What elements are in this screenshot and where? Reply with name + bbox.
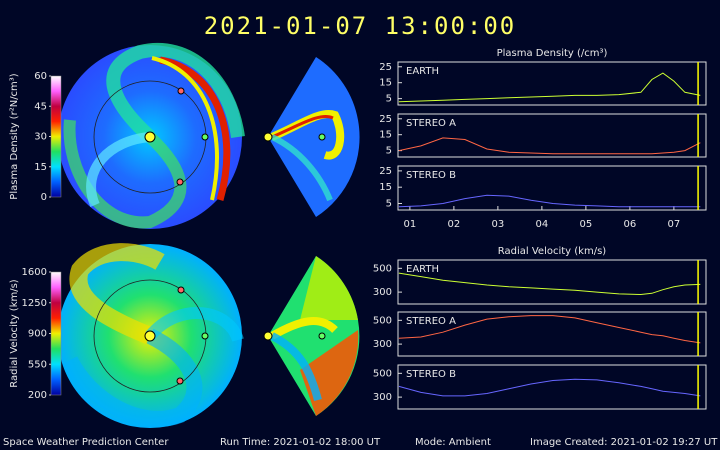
- x-tick-label: 01: [404, 219, 417, 230]
- colorbar-tick-label: 550: [28, 359, 47, 370]
- colorbar-tick-label: 0: [41, 192, 47, 203]
- series-label: EARTH: [406, 66, 439, 77]
- x-tick-label: 07: [668, 219, 681, 230]
- colorbar-title: Plasma Density (r²N/cm³): [9, 73, 20, 200]
- series-line: [398, 194, 701, 208]
- x-tick-label: 04: [536, 219, 549, 230]
- y-tick-label: 5: [386, 94, 392, 105]
- panel: [397, 364, 707, 410]
- y-tick-label: 300: [373, 339, 392, 350]
- colorbar-tick-label: 15: [34, 162, 47, 173]
- colorbar: [50, 75, 62, 198]
- group-title: Plasma Density (/cm³): [497, 48, 608, 59]
- colorbar-title: Radial Velocity (km/s): [9, 279, 20, 387]
- x-tick-label: 02: [448, 219, 461, 230]
- series-label: STEREO A: [406, 118, 456, 129]
- series-line: [398, 378, 701, 397]
- velocity-disk: [58, 243, 244, 428]
- density-wedge: [263, 57, 360, 217]
- x-tick-label: 05: [580, 219, 593, 230]
- footer-text: Space Weather Prediction Center: [3, 437, 169, 448]
- panel: [397, 165, 707, 211]
- colorbar-tick-label: 200: [28, 390, 47, 401]
- group-title: Radial Velocity (km/s): [498, 246, 606, 257]
- series-label: STEREO A: [406, 316, 456, 327]
- panel: [397, 113, 707, 158]
- x-tick-label: 06: [624, 219, 637, 230]
- panel: [397, 259, 707, 305]
- density-disk: [58, 43, 245, 229]
- colorbar-tick-label: 900: [28, 329, 47, 340]
- panel: [397, 61, 707, 106]
- y-tick-label: 500: [373, 368, 392, 379]
- colorbar-tick-label: 1250: [22, 298, 47, 309]
- series-line: [398, 315, 701, 344]
- colorbar-tick-label: 45: [34, 101, 47, 112]
- y-tick-label: 5: [386, 146, 392, 157]
- page-title: 2021-01-07 13:00:00: [204, 12, 517, 40]
- y-tick-label: 5: [386, 198, 392, 209]
- y-tick-label: 15: [379, 78, 392, 89]
- x-tick-label: 03: [492, 219, 505, 230]
- y-tick-label: 15: [379, 182, 392, 193]
- velocity-wedge: [263, 256, 360, 416]
- colorbar-tick-label: 30: [34, 132, 47, 143]
- colorbar: [50, 271, 62, 396]
- footer-text: Run Time: 2021-01-02 18:00 UT: [220, 437, 381, 448]
- series-label: STEREO B: [406, 369, 456, 380]
- y-tick-label: 15: [379, 130, 392, 141]
- series-label: STEREO B: [406, 170, 456, 181]
- series-line: [398, 137, 701, 155]
- footer-text: Image Created: 2021-01-02 19:27 UT: [530, 437, 718, 448]
- y-tick-label: 300: [373, 287, 392, 298]
- footer-text: Mode: Ambient: [415, 437, 491, 448]
- series-line: [398, 272, 701, 296]
- y-tick-label: 25: [379, 114, 392, 125]
- colorbar-tick-label: 60: [34, 71, 47, 82]
- y-tick-label: 25: [379, 166, 392, 177]
- y-tick-label: 25: [379, 62, 392, 73]
- series-line: [398, 72, 701, 103]
- y-tick-label: 300: [373, 392, 392, 403]
- y-tick-label: 500: [373, 315, 392, 326]
- series-label: EARTH: [406, 264, 439, 275]
- colorbar-tick-label: 1600: [22, 267, 47, 278]
- panel: [397, 311, 707, 357]
- y-tick-label: 500: [373, 263, 392, 274]
